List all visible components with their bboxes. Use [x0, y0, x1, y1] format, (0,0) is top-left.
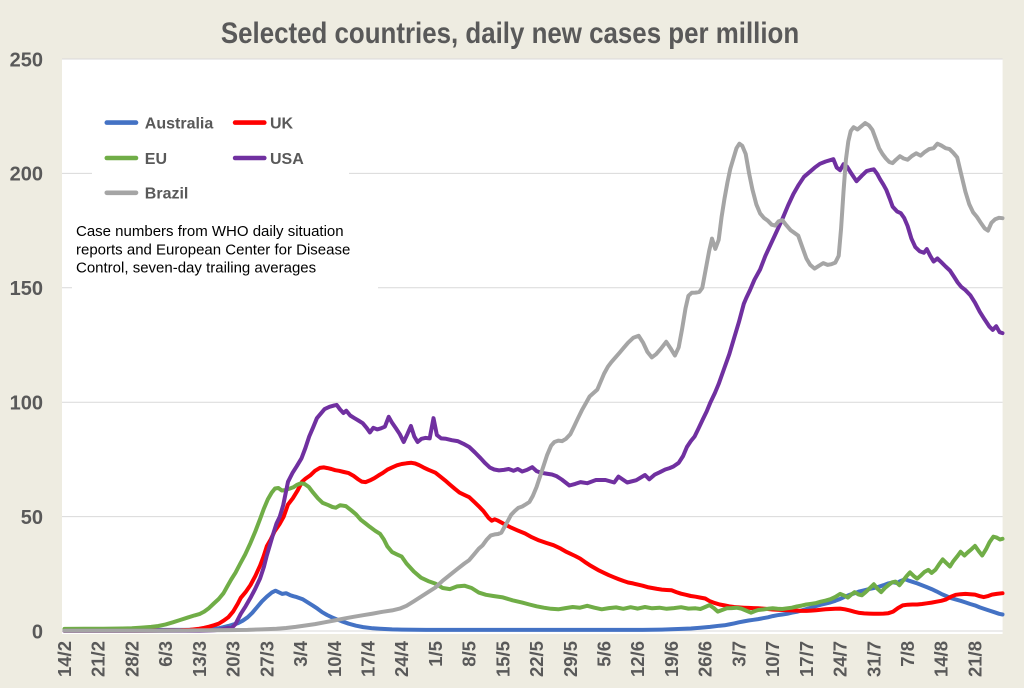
svg-text:Control, seven-day trailing av: Control, seven-day trailing averages [76, 260, 316, 277]
svg-text:150: 150 [10, 278, 43, 300]
svg-text:29/5: 29/5 [560, 641, 581, 677]
svg-text:22/5: 22/5 [526, 641, 547, 677]
svg-text:3/4: 3/4 [290, 640, 311, 666]
svg-text:1/5: 1/5 [425, 641, 446, 667]
svg-text:10/4: 10/4 [324, 640, 345, 677]
svg-text:5/6: 5/6 [594, 641, 615, 667]
svg-text:26/6: 26/6 [695, 641, 716, 677]
svg-text:21/8: 21/8 [964, 641, 985, 677]
svg-text:17/7: 17/7 [796, 641, 817, 677]
svg-text:Brazil: Brazil [145, 186, 189, 203]
svg-text:10/7: 10/7 [762, 641, 783, 677]
svg-text:100: 100 [10, 393, 43, 415]
svg-text:0: 0 [32, 621, 43, 643]
svg-text:200: 200 [10, 164, 43, 186]
svg-text:250: 250 [10, 49, 43, 71]
svg-text:UK: UK [270, 115, 294, 132]
svg-text:13/3: 13/3 [189, 641, 210, 677]
svg-text:17/4: 17/4 [358, 640, 379, 677]
svg-text:6/3: 6/3 [155, 641, 176, 667]
svg-text:31/7: 31/7 [863, 641, 884, 677]
svg-text:21/2: 21/2 [88, 641, 109, 677]
svg-text:28/2: 28/2 [121, 641, 142, 677]
svg-text:EU: EU [145, 151, 167, 168]
svg-text:Selected countries, daily new: Selected countries, daily new cases per … [221, 16, 799, 49]
svg-text:24/7: 24/7 [830, 641, 851, 677]
svg-text:24/4: 24/4 [391, 640, 412, 677]
svg-text:Case numbers from WHO daily si: Case numbers from WHO daily situation [76, 223, 344, 240]
svg-text:reports and European Center fo: reports and European Center for Disease [76, 241, 350, 258]
svg-text:15/5: 15/5 [492, 641, 513, 677]
svg-text:50: 50 [21, 507, 43, 529]
svg-text:12/6: 12/6 [627, 641, 648, 677]
svg-text:27/3: 27/3 [256, 641, 277, 677]
svg-text:7/8: 7/8 [897, 641, 918, 667]
svg-text:3/7: 3/7 [728, 641, 749, 667]
svg-text:8/5: 8/5 [459, 641, 480, 667]
svg-text:14/2: 14/2 [54, 641, 75, 677]
svg-text:Australia: Australia [145, 115, 214, 132]
svg-text:14/8: 14/8 [931, 641, 952, 677]
svg-text:19/6: 19/6 [661, 641, 682, 677]
svg-text:USA: USA [270, 151, 304, 168]
svg-text:20/3: 20/3 [223, 641, 244, 677]
